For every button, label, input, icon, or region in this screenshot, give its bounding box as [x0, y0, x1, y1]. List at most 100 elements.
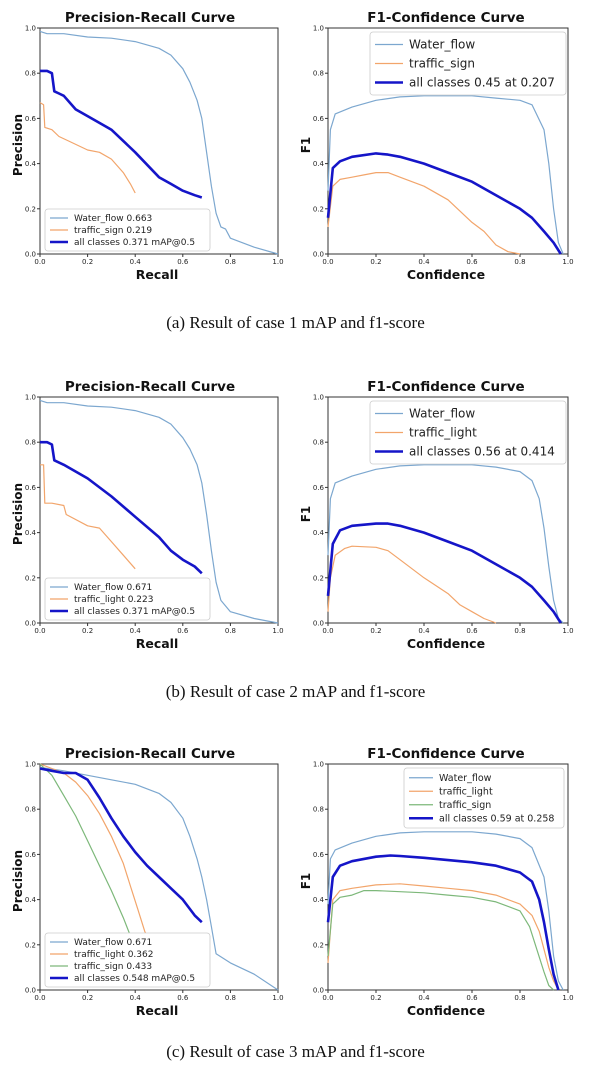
series-line [40, 464, 136, 570]
x-tick-label: 0.8 [514, 258, 525, 266]
series-line [39, 102, 136, 194]
legend-label: traffic_light 0.223 [74, 595, 153, 605]
y-tick-label: 1.0 [313, 761, 324, 769]
x-axis-label: Confidence [407, 636, 485, 651]
y-tick-label: 0.4 [25, 896, 37, 904]
y-tick-label: 0.2 [25, 941, 36, 949]
series-line [327, 464, 564, 624]
legend-label: traffic_light [439, 787, 493, 798]
y-axis-label: F1 [299, 873, 313, 890]
x-tick-label: 0.6 [177, 627, 189, 635]
legend-label: traffic_sign [439, 800, 491, 811]
legend-label: traffic_sign [409, 57, 475, 71]
x-tick-label: 0.0 [34, 258, 45, 266]
y-axis-label: Precision [11, 483, 25, 545]
y-tick-label: 0.2 [25, 205, 36, 213]
y-tick-label: 0.0 [25, 987, 36, 995]
pr-chart-case3: Precision-Recall Curve 0.0 0.2 0.4 0.6 0.8 1.0… [11, 746, 284, 1018]
y-tick-label: 0.6 [313, 115, 325, 123]
pr-chart-case2: Precision-Recall Curve 0.0 0.2 0.4 0.6 0.8 1.0… [11, 379, 284, 651]
x-tick-label: 0.2 [82, 258, 93, 266]
x-axis-label: Confidence [407, 267, 485, 282]
y-tick-label: 0.0 [313, 251, 324, 259]
x-tick-label: 1.0 [272, 258, 283, 266]
legend-box [369, 400, 567, 465]
x-tick-label: 0.6 [466, 258, 478, 266]
legend-box [369, 31, 567, 96]
y-tick-label: 0.6 [313, 484, 325, 492]
x-tick-label: 0.6 [466, 627, 478, 635]
legend-label: Water_flow [439, 773, 492, 784]
x-tick-label: 0.0 [34, 627, 45, 635]
y-tick-label: 0.8 [25, 806, 36, 814]
x-axis-label: Confidence [407, 1003, 485, 1018]
y-tick-label: 0.8 [25, 439, 36, 447]
y-tick-label: 0.4 [313, 896, 325, 904]
x-tick-label: 0.0 [322, 627, 333, 635]
legend-label: all classes 0.371 mAP@0.5 [74, 607, 195, 617]
f1-chart-case3: F1-Confidence Curve 0.0 0.2 0.4 0.6 0.8 1.0 0.0… [299, 746, 574, 1018]
legend-label: Water_flow 0.671 [74, 938, 152, 948]
series-line [39, 399, 279, 624]
y-tick-label: 0.0 [313, 620, 324, 628]
caption-case1: (a) Result of case 1 mAP and f1-score [166, 313, 425, 332]
y-tick-label: 0.2 [313, 574, 324, 582]
x-tick-label: 0.4 [418, 994, 430, 1002]
x-axis-label: Recall [136, 1003, 179, 1018]
x-tick-label: 0.4 [130, 627, 142, 635]
caption-case3: (c) Result of case 3 mAP and f1-score [166, 1042, 425, 1061]
legend-box [44, 932, 211, 988]
x-tick-label: 0.4 [130, 994, 142, 1002]
series-line [39, 767, 203, 924]
y-tick-label: 0.6 [25, 484, 37, 492]
x-tick-label: 0.6 [466, 994, 478, 1002]
chart-title: F1-Confidence Curve [367, 746, 524, 762]
x-tick-label: 0.8 [225, 627, 236, 635]
legend-label: traffic_sign 0.433 [74, 962, 152, 972]
series-line [326, 854, 560, 991]
x-tick-label: 0.8 [225, 994, 236, 1002]
series-line [326, 152, 562, 255]
x-tick-label: 0.8 [225, 258, 236, 266]
legend-label: Water_flow [409, 407, 475, 421]
x-tick-label: 0.8 [514, 994, 525, 1002]
chart-title: Precision-Recall Curve [65, 10, 235, 26]
y-tick-label: 1.0 [25, 394, 36, 402]
f1-chart-case2: F1-Confidence Curve 0.0 0.2 0.4 0.6 0.8 1.0 0.0… [299, 379, 574, 651]
y-tick-label: 0.4 [25, 529, 37, 537]
legend-label: traffic_light [409, 426, 477, 440]
x-tick-label: 1.0 [562, 258, 573, 266]
legend-label: all classes 0.56 at 0.414 [409, 445, 555, 459]
x-tick-label: 1.0 [562, 994, 573, 1002]
y-axis-label: Precision [11, 850, 25, 912]
pr-chart-case1: Precision-Recall Curve 0.0 0.2 0.4 0.6 0.8 1.0… [11, 10, 284, 282]
series-line [327, 883, 559, 991]
x-tick-label: 0.2 [370, 994, 381, 1002]
y-tick-label: 0.0 [25, 251, 36, 259]
series-line [327, 172, 521, 255]
chart-title: Precision-Recall Curve [65, 746, 235, 762]
y-tick-label: 1.0 [25, 25, 36, 33]
x-tick-label: 0.2 [370, 627, 381, 635]
legend-label: all classes 0.45 at 0.207 [409, 76, 555, 90]
y-tick-label: 0.6 [313, 851, 325, 859]
y-tick-label: 0.4 [313, 160, 325, 168]
x-tick-label: 0.0 [34, 994, 45, 1002]
legend-label: Water_flow 0.671 [74, 583, 152, 593]
legend-label: all classes 0.371 mAP@0.5 [74, 238, 195, 248]
x-tick-label: 1.0 [562, 627, 573, 635]
x-tick-label: 0.4 [130, 258, 142, 266]
y-tick-label: 0.2 [313, 941, 324, 949]
series-line [327, 890, 555, 991]
x-tick-label: 1.0 [272, 627, 283, 635]
legend-label: all classes 0.59 at 0.258 [439, 814, 554, 825]
legend-label: traffic_sign 0.219 [74, 226, 152, 236]
y-tick-label: 0.2 [313, 205, 324, 213]
legend-box [44, 208, 211, 252]
y-axis-label: F1 [299, 506, 313, 523]
chart-title: F1-Confidence Curve [367, 379, 524, 395]
y-tick-label: 0.8 [313, 806, 324, 814]
series-line [39, 766, 279, 991]
y-tick-label: 1.0 [313, 25, 324, 33]
series-line [327, 95, 564, 255]
